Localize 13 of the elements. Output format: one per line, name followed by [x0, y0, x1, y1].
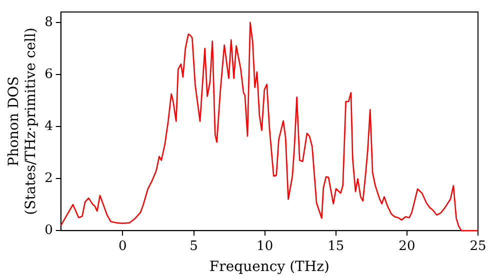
- x-tick-label: 15: [328, 238, 344, 254]
- y-tick-label: 2: [44, 170, 53, 186]
- y-tick-label: 6: [44, 66, 53, 82]
- x-tick-label: 10: [256, 238, 274, 254]
- y-tick-label: 0: [44, 222, 53, 238]
- y-tick-label: 8: [44, 14, 53, 30]
- y-tick-label: 4: [44, 118, 53, 134]
- x-axis-title: Frequency (THz): [209, 259, 330, 276]
- x-tick-label: 20: [398, 238, 416, 254]
- x-tick-label: 5: [190, 238, 198, 254]
- y-axis-title: Phonon DOS (States/THz·primitive cell): [6, 28, 39, 215]
- x-tick-label: 0: [118, 238, 127, 254]
- x-tick-label: 25: [470, 238, 486, 254]
